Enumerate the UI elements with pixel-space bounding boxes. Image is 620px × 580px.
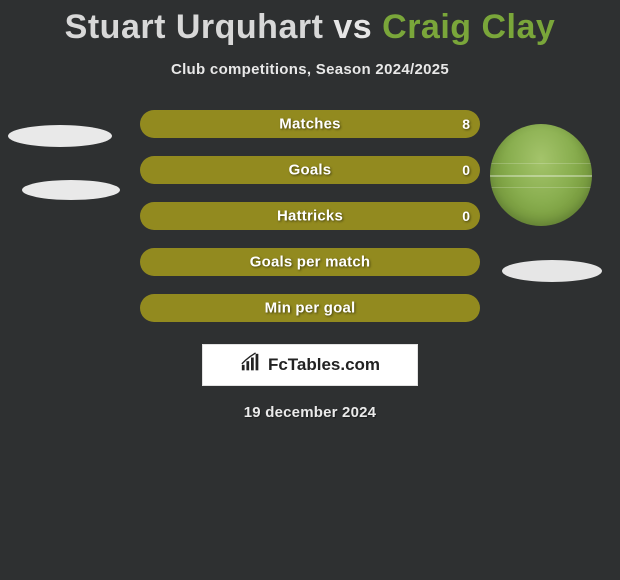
bar-label: Matches [279,116,340,133]
bar-row-goals-per-match: Goals per match [140,248,480,276]
fctables-logo: FcTables.com [202,344,418,386]
player1-shadow-placeholder [22,180,120,200]
vs-text: vs [333,8,372,46]
bar-label: Goals [289,162,332,179]
bar-row-goals: Goals 0 [140,156,480,184]
logo-main: Tables [288,355,341,374]
bar-row-matches: Matches 8 [140,110,480,138]
logo-text: FcTables.com [268,355,380,375]
bar-value-right: 8 [462,116,470,132]
logo-prefix: Fc [268,355,288,374]
player2-name: Craig Clay [382,8,555,46]
comparison-bars: Matches 8 Goals 0 Hattricks 0 Goals per … [140,110,480,322]
page-title: Stuart Urquhart vs Craig Clay [0,0,620,47]
bar-row-hattricks: Hattricks 0 [140,202,480,230]
bar-label: Goals per match [250,254,371,271]
bar-row-min-per-goal: Min per goal [140,294,480,322]
bar-chart-icon [240,352,262,379]
player2-avatar [490,124,592,226]
player1-name: Stuart Urquhart [65,8,324,46]
date-text: 19 december 2024 [0,404,620,421]
player2-shadow-placeholder [502,260,602,282]
subtitle: Club competitions, Season 2024/2025 [0,61,620,78]
logo-suffix: .com [340,355,380,374]
bar-label: Min per goal [265,300,356,317]
bar-label: Hattricks [277,208,343,225]
player1-avatar-placeholder [8,125,112,147]
bar-value-right: 0 [462,162,470,178]
bar-value-right: 0 [462,208,470,224]
